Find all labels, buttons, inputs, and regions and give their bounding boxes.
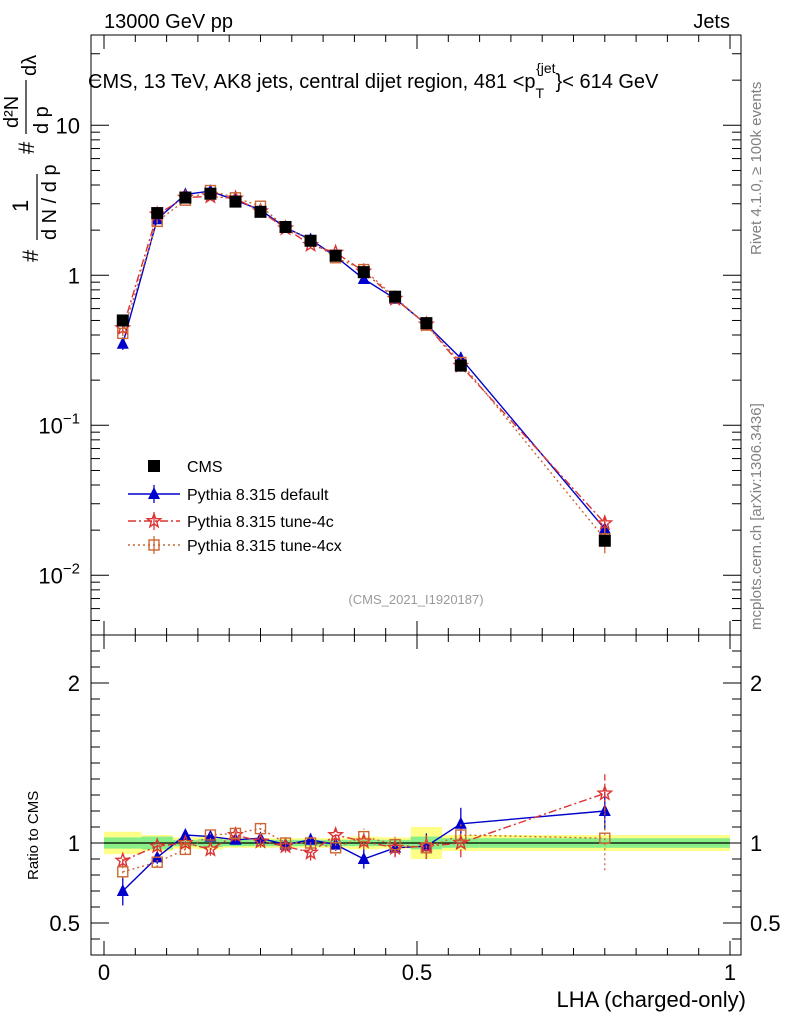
pythia-8-315-tune-4c-point xyxy=(596,514,614,531)
x-tick-labels: 0 0.5 1 xyxy=(98,960,736,985)
pythia-8-315-tune-4cx-ratio-point xyxy=(279,837,292,849)
header-left: 13000 GeV pp xyxy=(104,11,233,33)
svg-text:#: # xyxy=(14,141,39,154)
svg-text:d²N: d²N xyxy=(1,96,23,128)
cms-data-point xyxy=(389,290,402,303)
pythia-8-315-tune-4cx-ratio-point xyxy=(304,837,317,849)
x-axis-label: LHA (charged-only) xyxy=(556,987,746,1012)
legend-label: Pythia 8.315 tune-4cx xyxy=(187,538,342,555)
ratio-tick-label: 1 xyxy=(68,831,80,856)
pythia-8-315-tune-4cx-ratio-point xyxy=(204,829,217,841)
mcplots-label: mcplots.cern.ch [arXiv:1306.3436] xyxy=(748,403,765,630)
cms-data-point xyxy=(116,314,129,327)
pythia-8-315-tune-4c-ratio-point xyxy=(176,833,194,851)
header-right: Jets xyxy=(693,11,730,33)
svg-text:#: # xyxy=(18,249,43,262)
y-tick-label: 10 xyxy=(56,113,80,138)
x-tick-label: 1 xyxy=(724,960,736,985)
pythia-8-315-tune-4cx-ratio-point xyxy=(254,822,267,835)
x-tick-label: 0.5 xyxy=(402,960,433,985)
pythia-8-315-tune-4cx-ratio-point xyxy=(420,842,433,854)
ratio-tick-label-right: 2 xyxy=(750,671,762,696)
svg-text:dλ: dλ xyxy=(19,55,41,76)
data-markers xyxy=(114,184,614,906)
ratio-tick-label-right: 0.5 xyxy=(750,911,781,936)
y-tick-label: 10−2 xyxy=(38,560,80,588)
pythia-8-315-tune-4cx-ratio-point xyxy=(179,843,192,856)
cms-data-point xyxy=(179,191,192,204)
pythia-8-315-default-ratio-point xyxy=(357,852,370,864)
legend-marker xyxy=(148,460,160,472)
ratio-tick-label-right: 1 xyxy=(750,831,762,856)
cms-data-point xyxy=(279,220,292,233)
pythia-8-315-tune-4cx-ratio-point xyxy=(151,856,163,868)
cms-data-point xyxy=(357,266,370,279)
ratio-tick-labels: 0.5 0.5 1 1 2 2 xyxy=(49,671,780,936)
svg-text:d p: d p xyxy=(31,106,53,134)
analysis-tag: (CMS_2021_I1920187) xyxy=(348,592,483,607)
y-tick-label: 10−1 xyxy=(38,410,80,438)
pythia-8-315-tune-4cx-ratio-point xyxy=(599,832,611,844)
pythia-8-315-default-point xyxy=(116,336,129,349)
legend-marker xyxy=(145,511,163,529)
pythia-8-315-default-ratio-point xyxy=(329,837,342,850)
svg-text:d N / d p: d N / d p xyxy=(39,164,61,240)
pythia-8-315-tune-4c-ratio-point xyxy=(596,784,614,801)
y-tick-label: 1 xyxy=(68,263,80,288)
pythia-8-315-default-ratio-point xyxy=(179,828,192,840)
legend-marker xyxy=(148,487,160,499)
axis-ticks xyxy=(91,34,741,955)
pythia-8-315-default-ratio-point xyxy=(116,884,129,896)
ratio-plot-frame xyxy=(90,634,742,956)
ratio-axis-label: Ratio to CMS xyxy=(25,791,42,880)
pythia-8-315-tune-4c-ratio-point xyxy=(148,837,166,854)
pythia-8-315-tune-4cx-ratio-point xyxy=(358,830,370,843)
pythia-8-315-default-ratio-point xyxy=(254,831,267,844)
pythia-8-315-tune-4c-ratio-point xyxy=(251,832,270,849)
cms-data-point xyxy=(204,187,217,200)
pythia-8-315-tune-4c-ratio-point xyxy=(327,825,345,843)
pythia-8-315-tune-4cx-ratio-point xyxy=(455,829,467,841)
legend-label: CMS xyxy=(187,459,223,476)
pythia-8-315-default-line xyxy=(122,190,606,530)
pythia-8-315-default-ratio-point xyxy=(454,816,467,829)
x-tick-label: 0 xyxy=(98,960,110,985)
pythia-8-315-tune-4cx-ratio-point xyxy=(117,866,129,878)
chart-title: CMS, 13 TeV, AK8 jets, central dijet reg… xyxy=(88,60,659,101)
pythia-8-315-tune-4c-ratio-point xyxy=(201,840,220,857)
cms-data-point xyxy=(420,317,433,330)
rivet-version-label: Rivet 4.1.0, ≥ 100k events xyxy=(748,82,765,255)
svg-text:1: 1 xyxy=(8,200,33,212)
pythia-8-315-tune-4cx-point xyxy=(117,327,129,340)
y-axis-label: # 1 d N / d p # d²N d p dλ xyxy=(1,55,61,262)
cms-data-point xyxy=(151,207,164,220)
cms-data-point xyxy=(229,195,242,208)
pythia-8-315-tune-4cx-ratio-point xyxy=(229,827,242,840)
pythia-8-315-tune-4cx-ratio-point xyxy=(329,842,342,854)
pythia-8-315-default-ratio-point xyxy=(204,829,217,842)
cms-data-point xyxy=(454,359,467,372)
cms-data-point xyxy=(598,534,611,547)
legend-marker xyxy=(148,539,160,551)
pythia-8-315-tune-4cx-ratio-point xyxy=(389,838,401,851)
ratio-tick-label: 0.5 xyxy=(49,911,80,936)
legend-label: Pythia 8.315 default xyxy=(187,487,329,504)
pythia-8-315-tune-4c-ratio-point xyxy=(301,843,320,860)
legend-label: Pythia 8.315 tune-4c xyxy=(187,514,334,531)
ratio-tick-label: 2 xyxy=(68,671,80,696)
cms-data-point xyxy=(254,205,267,218)
y-tick-labels: 10−2 10−1 1 10 xyxy=(38,113,80,588)
cms-data-point xyxy=(304,234,317,247)
cms-data-point xyxy=(329,249,342,262)
legend: CMS Pythia 8.315 default Pythia 8.315 tune… xyxy=(128,459,342,555)
pythia-8-315-tune-4c-ratio-point xyxy=(114,851,132,868)
pythia-8-315-default-ratio-point xyxy=(151,850,164,863)
